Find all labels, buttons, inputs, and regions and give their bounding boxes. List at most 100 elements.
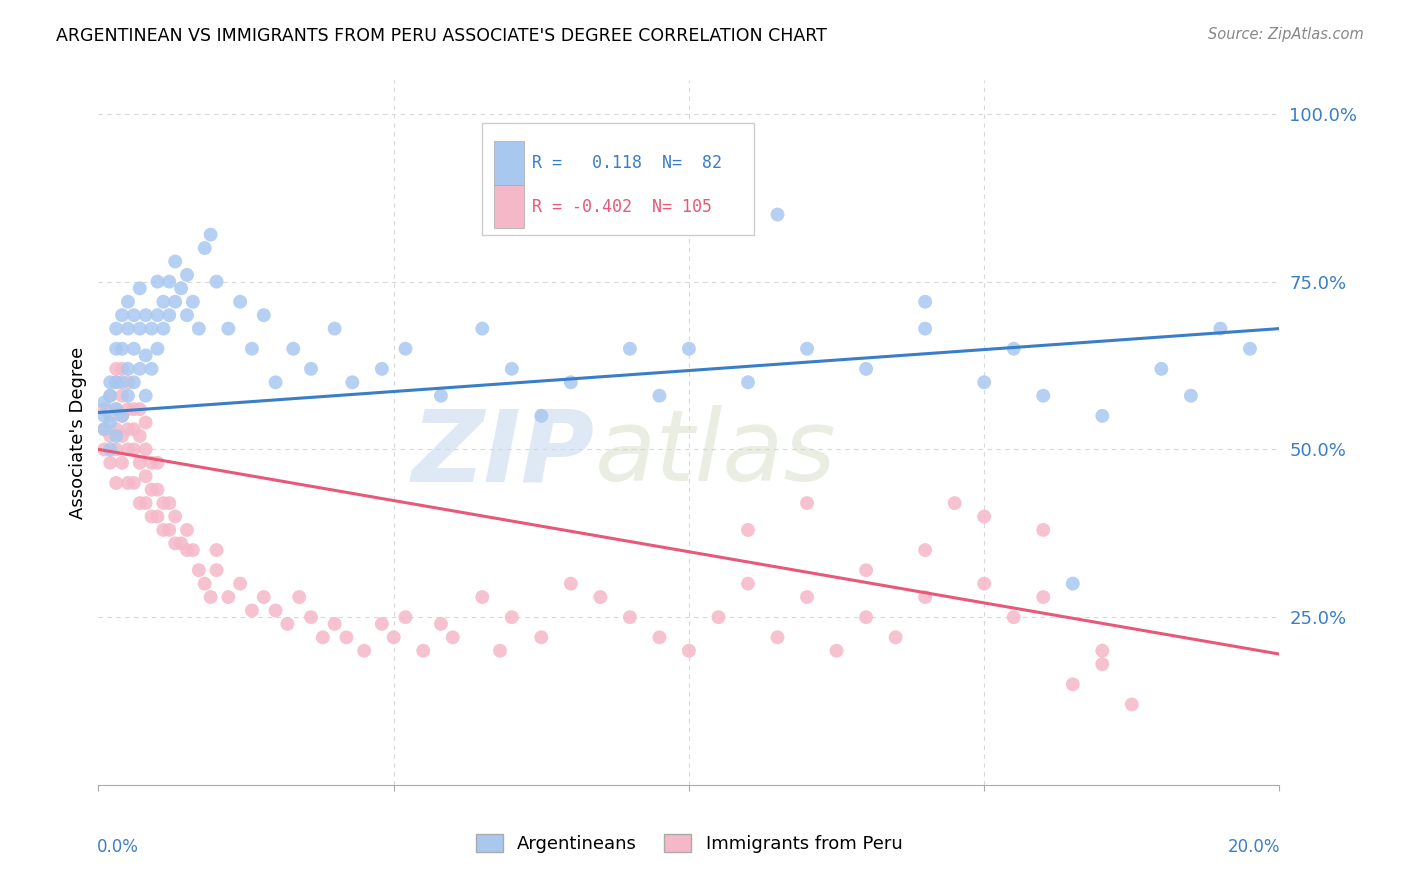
Point [135,308,157,322]
Point [766,207,789,221]
Point [135,442,157,457]
Point [93,422,115,436]
Point [973,376,995,390]
Point [855,563,877,577]
Point [648,630,671,644]
Point [146,275,169,289]
Point [128,456,150,470]
Point [1002,610,1025,624]
Point [128,362,150,376]
Point [914,294,936,309]
Text: atlas: atlas [595,405,837,502]
Point [560,376,582,390]
Point [135,389,157,403]
Point [105,376,128,390]
Point [117,475,139,490]
Point [589,590,612,604]
Point [394,610,416,624]
Point [98,456,121,470]
Point [619,610,641,624]
Point [200,227,222,242]
Point [1091,657,1114,672]
Point [181,294,204,309]
Point [105,442,128,457]
Point [371,362,394,376]
Point [530,630,553,644]
Point [146,483,169,497]
FancyBboxPatch shape [482,122,754,235]
Point [122,442,145,457]
Point [855,362,877,376]
Text: ZIP: ZIP [412,405,595,502]
Point [796,590,818,604]
Point [205,543,228,558]
Point [176,543,198,558]
Point [117,294,139,309]
Point [1032,590,1054,604]
Point [353,644,375,658]
Point [678,342,700,356]
Point [98,389,121,403]
Point [943,496,966,510]
Point [430,616,453,631]
FancyBboxPatch shape [494,185,523,228]
Point [157,275,180,289]
Point [111,429,134,443]
Point [707,610,730,624]
Point [276,616,298,631]
Point [170,536,193,550]
Point [973,576,995,591]
Point [217,321,239,335]
Point [157,523,180,537]
Point [152,294,174,309]
Point [98,409,121,423]
Point [796,342,818,356]
Point [111,376,134,390]
Point [122,342,145,356]
Point [796,496,818,510]
Point [176,268,198,282]
Point [122,308,145,322]
Point [141,509,163,524]
Point [170,281,193,295]
Point [141,483,163,497]
Point [105,402,128,417]
Point [412,644,434,658]
Point [176,308,198,322]
Point [152,496,174,510]
Point [914,543,936,558]
Point [117,402,139,417]
Point [914,590,936,604]
Point [141,362,163,376]
Text: R = -0.402  N= 105: R = -0.402 N= 105 [531,198,711,216]
Point [1002,342,1025,356]
Point [105,321,128,335]
Point [111,409,134,423]
Point [194,241,217,255]
Point [471,321,494,335]
Point [117,376,139,390]
Point [152,523,174,537]
Point [229,294,252,309]
Point [135,469,157,483]
Point [323,321,346,335]
Point [205,275,228,289]
Point [135,416,157,430]
Point [648,389,671,403]
Point [187,321,209,335]
Point [165,294,187,309]
Point [678,644,700,658]
Point [122,376,145,390]
Point [335,630,357,644]
Point [111,362,134,376]
Point [1062,677,1084,691]
Point [501,610,523,624]
Point [105,429,128,443]
Text: 0.0%: 0.0% [97,838,139,855]
Point [105,475,128,490]
Point [1150,362,1173,376]
Point [111,389,134,403]
Point [157,496,180,510]
Point [299,362,322,376]
Point [501,362,523,376]
